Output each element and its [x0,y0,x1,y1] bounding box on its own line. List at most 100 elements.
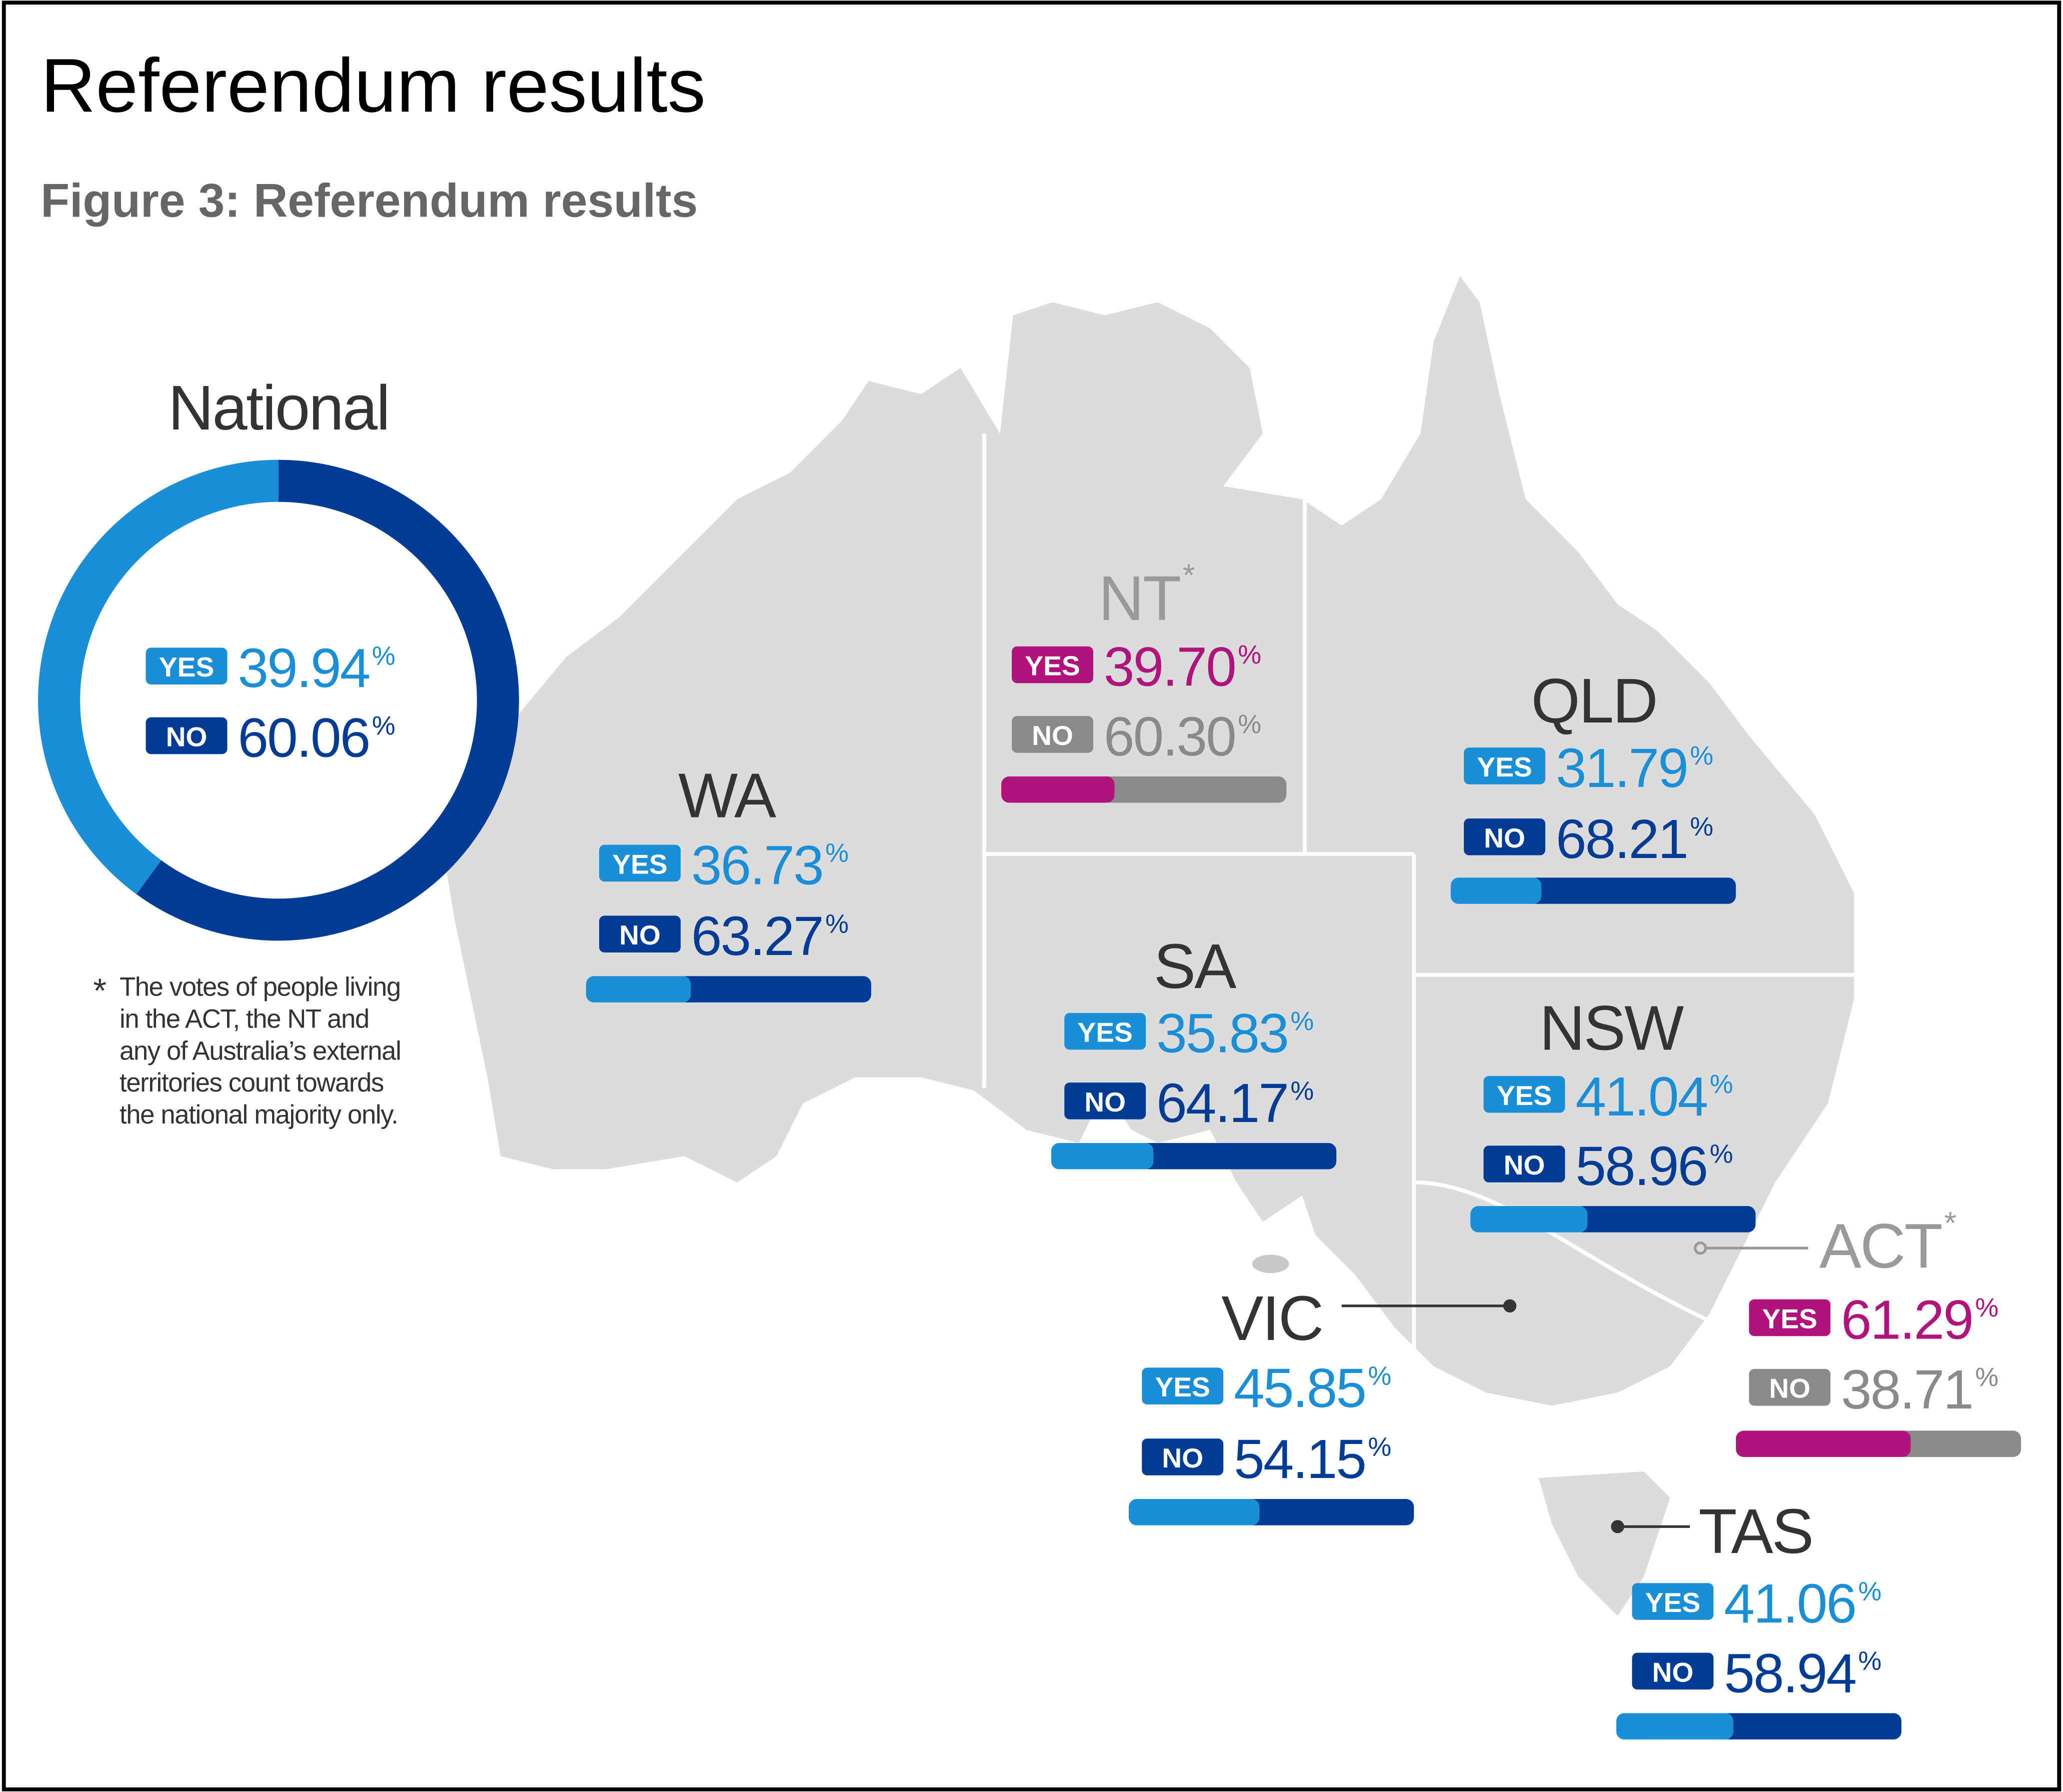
badge [1463,748,1545,784]
region-name: ACT [1819,1211,1942,1282]
bar-yes [586,976,691,1002]
value-label: 61.29 [1841,1289,1972,1350]
value-label: 60.06 [238,707,369,768]
region-name: WA [678,760,776,830]
bar-no [1720,1713,1901,1740]
badge-label: NO [1652,1656,1693,1688]
footnote-line: the national majority only. [120,1100,398,1130]
badge-label: NO [1769,1373,1810,1404]
unit: % [1710,1139,1733,1168]
map [441,276,1854,1616]
value-label: 31.79 [1556,738,1687,799]
unit: % [1710,1070,1733,1099]
island [1252,1254,1289,1274]
badge [1749,1299,1831,1336]
badge-label: NO [1032,720,1073,751]
unit: % [372,711,396,740]
badge-label: YES [1762,1303,1817,1334]
badge [1463,818,1545,856]
unit: % [372,642,396,671]
unit: % [825,838,849,868]
national-name: National [168,372,389,443]
region-name: SA [1154,931,1236,1002]
value-label: 63.27 [691,906,823,967]
value-label: 64.17 [1156,1072,1288,1134]
unit: % [1290,1076,1314,1106]
region-name: VIC [1221,1283,1322,1354]
value-label: 68.21 [1556,808,1687,870]
value-label: 39.70 [1104,636,1235,698]
badge-label: YES [1077,1017,1132,1048]
badge [1012,646,1093,684]
badge [599,844,681,882]
badge [1142,1368,1224,1404]
value-label: 54.15 [1234,1428,1365,1490]
bar-no [1246,1499,1414,1526]
unit: % [825,910,849,939]
badge [1632,1583,1714,1620]
badge-label: NO [166,721,208,752]
leader-dot [1503,1299,1517,1312]
footnote-line: The votes of people living [120,972,401,1002]
footnote-line: in the ACT, the NT and [120,1004,369,1034]
bar-yes [1470,1206,1588,1232]
subtitle: Figure 3: Referendum results [41,174,698,228]
value-label: 60.30 [1104,706,1235,768]
value-label: 36.73 [691,834,823,896]
donut-yes [38,460,279,894]
unit: % [1368,1361,1391,1390]
unit: % [1858,1646,1881,1676]
donut-no [136,460,519,941]
badge-label: YES [1497,1080,1552,1111]
footnote-mark: * [93,972,107,1010]
badge-label: YES [1025,650,1080,682]
unit: % [1975,1362,1998,1392]
badge [1012,716,1093,753]
badge-label: YES [612,848,667,880]
badge-label: YES [1645,1587,1700,1618]
unit: % [1690,741,1713,770]
bar-yes [1450,878,1541,904]
unit: % [1975,1293,1998,1322]
value-label: 58.96 [1575,1136,1707,1197]
value-label: 41.04 [1575,1066,1707,1128]
bar-no [677,976,871,1002]
badge-label: YES [1477,752,1532,782]
leaders [1341,1242,1808,1534]
badge-label: NO [1084,1086,1126,1118]
region-note: * [1183,558,1195,593]
bar-no [1528,878,1736,904]
bar-no [1101,776,1287,803]
unit: % [1290,1006,1314,1036]
badge [1483,1076,1565,1113]
mainland [441,276,1854,1406]
badge [599,916,681,952]
unit: % [1690,812,1713,842]
leader-dot [1611,1520,1624,1534]
value-label: 39.94 [238,638,369,699]
region-name: NSW [1539,992,1684,1063]
badge [146,648,228,684]
badge-label: NO [1503,1150,1545,1180]
page-title: Referendum results [41,43,706,128]
region-name: NT [1099,563,1180,634]
tasmania [1538,1471,1670,1616]
badge [146,717,228,754]
badge [1632,1652,1714,1690]
region-note: * [1944,1206,1956,1240]
badge [1142,1438,1224,1476]
footnote-line: any of Australia’s external [120,1036,401,1066]
bar-yes [1051,1142,1154,1170]
badge [1064,1012,1146,1050]
value-label: 38.71 [1841,1359,1972,1420]
bar-yes [1128,1499,1260,1526]
bar-no [1140,1142,1337,1170]
bar-yes [1616,1713,1733,1740]
leader-dot [1693,1242,1707,1255]
badge-label: NO [1162,1442,1203,1474]
unit: % [1238,640,1261,670]
unit: % [1238,710,1261,739]
borders [982,434,1854,1366]
bar-yes [1735,1430,1911,1457]
